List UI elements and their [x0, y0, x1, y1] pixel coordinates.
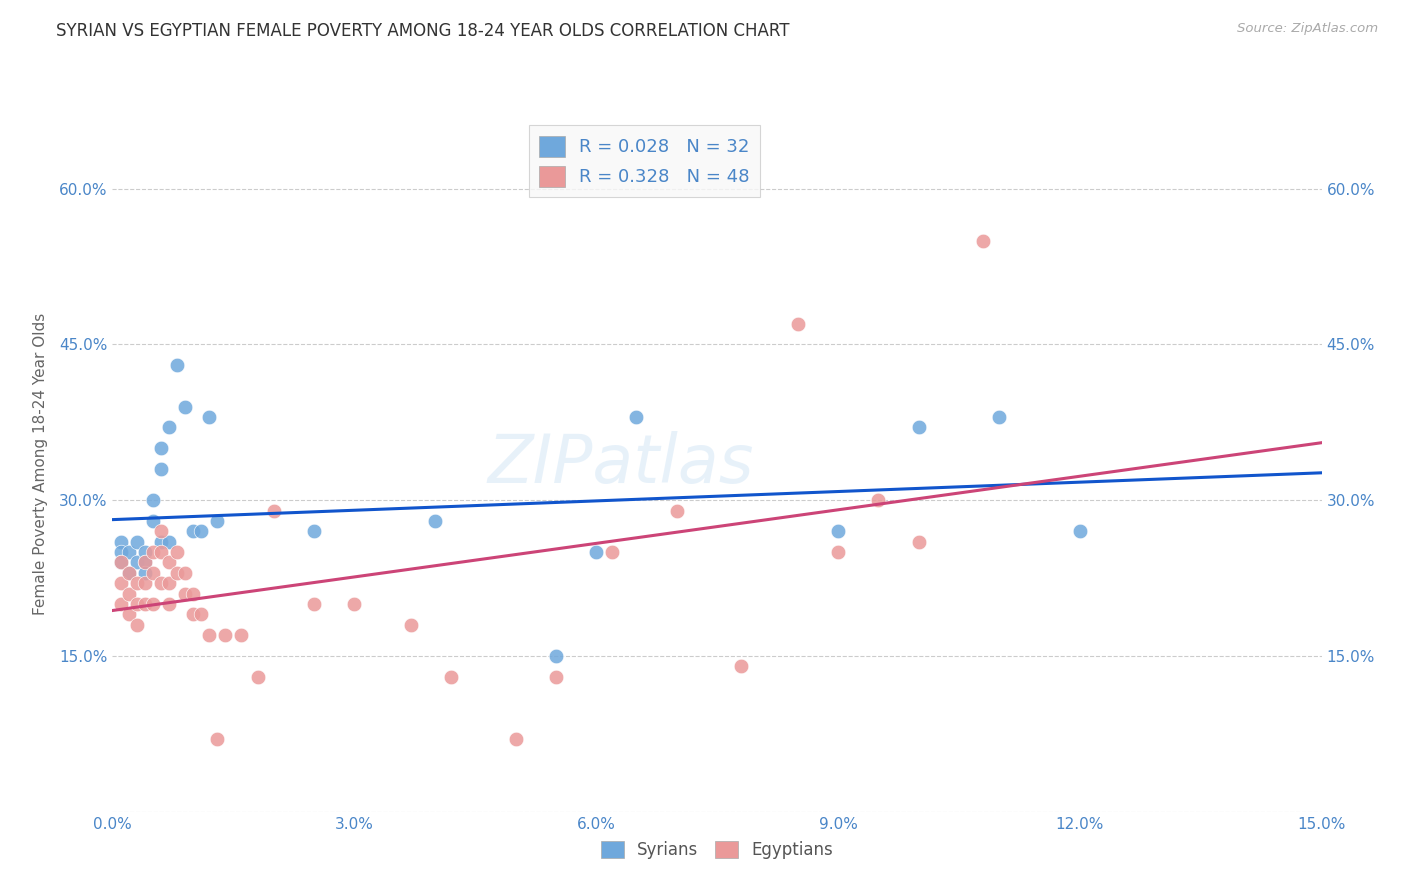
Point — [207, 732, 229, 747]
Point — [166, 566, 188, 580]
Point — [117, 566, 139, 580]
Point — [231, 628, 253, 642]
Point — [149, 534, 172, 549]
Point — [246, 670, 269, 684]
Point — [149, 576, 172, 591]
Point — [302, 524, 325, 539]
Point — [117, 566, 139, 580]
Point — [149, 545, 172, 559]
Point — [174, 400, 197, 414]
Point — [142, 597, 165, 611]
Point — [399, 617, 422, 632]
Text: SYRIAN VS EGYPTIAN FEMALE POVERTY AMONG 18-24 YEAR OLDS CORRELATION CHART: SYRIAN VS EGYPTIAN FEMALE POVERTY AMONG … — [56, 22, 790, 40]
Point — [198, 410, 221, 425]
Point — [117, 587, 139, 601]
Point — [907, 534, 929, 549]
Point — [174, 566, 197, 580]
Point — [730, 659, 752, 673]
Point — [149, 462, 172, 476]
Point — [117, 607, 139, 622]
Point — [125, 576, 148, 591]
Point — [988, 410, 1011, 425]
Point — [190, 524, 212, 539]
Point — [665, 503, 688, 517]
Point — [166, 545, 188, 559]
Point — [585, 545, 607, 559]
Point — [302, 597, 325, 611]
Point — [110, 597, 132, 611]
Point — [142, 545, 165, 559]
Text: ZIPatlas: ZIPatlas — [486, 431, 754, 497]
Point — [190, 607, 212, 622]
Text: Source: ZipAtlas.com: Source: ZipAtlas.com — [1237, 22, 1378, 36]
Point — [181, 524, 204, 539]
Point — [827, 545, 849, 559]
Point — [110, 556, 132, 570]
Point — [343, 597, 366, 611]
Point — [544, 670, 567, 684]
Point — [157, 576, 180, 591]
Point — [972, 234, 994, 248]
Point — [125, 597, 148, 611]
Point — [157, 597, 180, 611]
Point — [134, 545, 156, 559]
Point — [142, 514, 165, 528]
Point — [423, 514, 446, 528]
Point — [544, 648, 567, 663]
Point — [125, 556, 148, 570]
Point — [142, 493, 165, 508]
Point — [786, 317, 808, 331]
Point — [263, 503, 285, 517]
Point — [1069, 524, 1091, 539]
Point — [110, 545, 132, 559]
Point — [626, 410, 648, 425]
Point — [157, 420, 180, 434]
Point — [110, 556, 132, 570]
Point — [149, 442, 172, 456]
Point — [157, 556, 180, 570]
Point — [214, 628, 236, 642]
Legend: Syrians, Egyptians: Syrians, Egyptians — [593, 835, 841, 866]
Point — [440, 670, 463, 684]
Point — [117, 545, 139, 559]
Point — [110, 576, 132, 591]
Point — [157, 534, 180, 549]
Point — [198, 628, 221, 642]
Point — [827, 524, 849, 539]
Y-axis label: Female Poverty Among 18-24 Year Olds: Female Poverty Among 18-24 Year Olds — [32, 313, 48, 615]
Point — [134, 556, 156, 570]
Point — [181, 587, 204, 601]
Point — [125, 617, 148, 632]
Point — [907, 420, 929, 434]
Point — [174, 587, 197, 601]
Point — [134, 556, 156, 570]
Point — [149, 524, 172, 539]
Point — [868, 493, 890, 508]
Point — [181, 607, 204, 622]
Point — [110, 534, 132, 549]
Point — [142, 566, 165, 580]
Point — [505, 732, 527, 747]
Point — [166, 358, 188, 372]
Point — [134, 576, 156, 591]
Point — [134, 566, 156, 580]
Point — [134, 597, 156, 611]
Point — [125, 534, 148, 549]
Point — [207, 514, 229, 528]
Point — [600, 545, 623, 559]
